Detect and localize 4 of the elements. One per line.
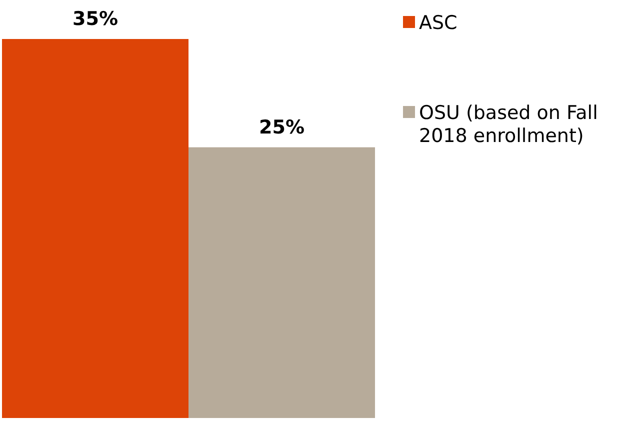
data-label: 25% <box>259 116 304 138</box>
legend-label: OSU (based on Fall 2018 enrollment) <box>419 102 598 147</box>
legend-label: ASC <box>419 12 458 34</box>
data-label: 35% <box>72 8 118 30</box>
